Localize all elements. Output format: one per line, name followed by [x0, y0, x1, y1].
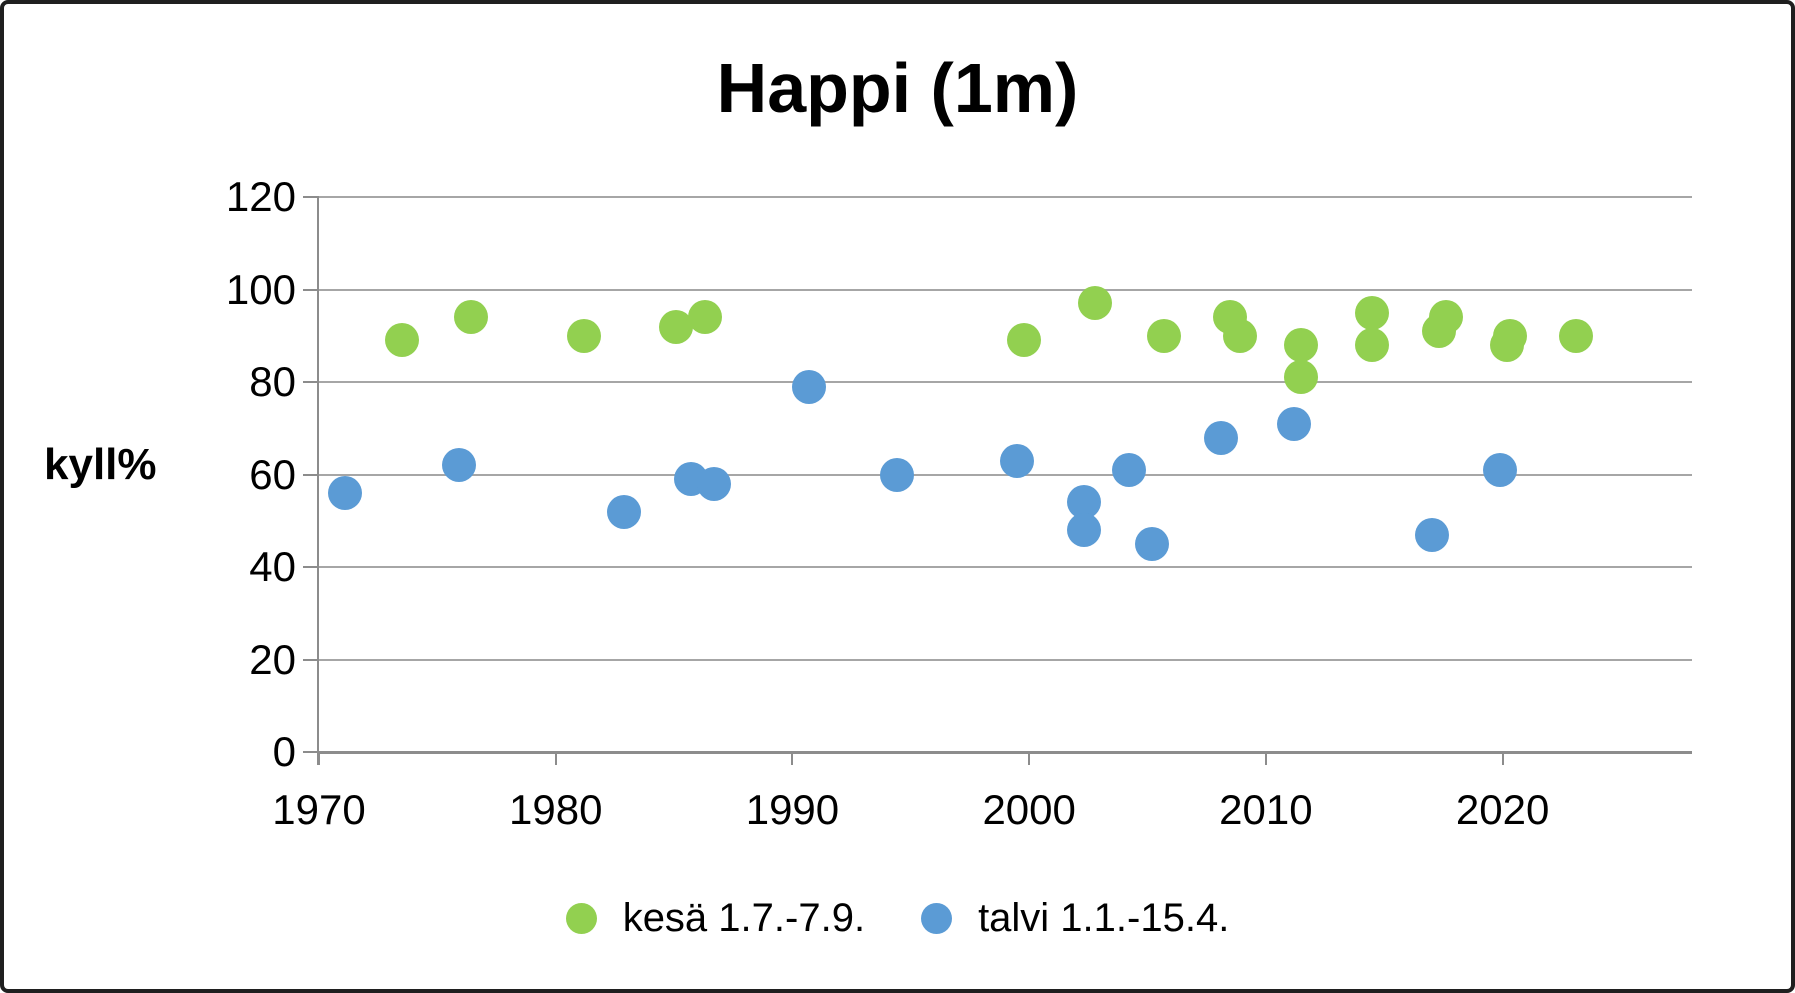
gridline	[319, 473, 1692, 476]
x-tick-label: 2020	[1455, 786, 1550, 833]
data-point-kesa	[1355, 295, 1390, 330]
data-point-kesa	[1222, 318, 1257, 353]
data-point-kesa	[1355, 328, 1390, 362]
legend-label: kesä 1.7.-7.9.	[622, 896, 866, 940]
data-point-talvi	[328, 476, 363, 510]
data-point-kesa	[1147, 318, 1182, 353]
x-axis-tick-mark	[1028, 752, 1031, 765]
data-point-kesa	[453, 300, 488, 335]
data-point-kesa	[1284, 360, 1319, 395]
data-point-talvi	[1203, 420, 1238, 455]
gridline	[319, 566, 1692, 568]
gridline	[319, 658, 1692, 661]
x-tick-label: 1990	[745, 786, 840, 833]
y-axis-tick-mark	[303, 751, 319, 753]
data-point-kesa	[687, 300, 722, 335]
y-axis-tick-mark	[303, 288, 319, 291]
x-tick-label: 2000	[982, 786, 1076, 833]
legend-item: talvi 1.1.-15.4.	[921, 896, 1229, 941]
data-point-talvi	[1483, 452, 1518, 487]
chart-title: Happi (1m)	[716, 49, 1079, 127]
x-axis-tick-mark	[318, 752, 320, 765]
data-point-kesa	[659, 309, 694, 344]
y-tick-label: 80	[249, 358, 296, 405]
x-tick-label: 2010	[1219, 786, 1313, 833]
y-tick-label: 100	[225, 265, 296, 313]
data-point-talvi	[1066, 513, 1101, 547]
y-tick-label: 20	[249, 635, 296, 683]
y-tick-label: 120	[225, 173, 296, 220]
gridline	[319, 381, 1692, 383]
y-axis-tick-mark	[303, 381, 319, 383]
data-point-talvi	[441, 448, 476, 483]
gridline	[319, 196, 1692, 198]
data-point-kesa	[567, 318, 602, 353]
data-point-kesa	[384, 323, 419, 358]
legend-marker-circle-icon	[565, 903, 597, 934]
data-point-talvi	[792, 369, 827, 404]
x-axis-tick-mark	[554, 752, 557, 765]
y-axis-tick-mark	[303, 566, 319, 568]
y-axis-tick-mark	[303, 196, 319, 198]
data-point-talvi	[697, 466, 732, 501]
data-point-kesa	[1559, 318, 1593, 353]
x-tick-label: 1970	[272, 786, 366, 833]
data-point-kesa	[1007, 323, 1042, 358]
y-tick-label: 40	[249, 543, 296, 590]
data-point-kesa	[1284, 328, 1319, 362]
data-point-kesa	[1492, 318, 1527, 353]
y-tick-label: 0	[272, 728, 296, 775]
legend-marker-circle-icon	[921, 903, 953, 934]
x-axis-tick-mark	[1501, 752, 1504, 765]
x-axis-tick-mark	[791, 752, 794, 765]
legend-label: talvi 1.1.-15.4.	[978, 896, 1230, 940]
data-point-kesa	[1078, 286, 1113, 321]
x-tick-label: 1980	[509, 786, 603, 833]
data-point-talvi	[1111, 452, 1146, 487]
y-axis-line	[317, 197, 319, 765]
legend-item: kesä 1.7.-7.9.	[565, 896, 866, 941]
legend: kesä 1.7.-7.9. talvi 1.1.-15.4.	[0, 896, 1795, 941]
data-point-talvi	[607, 494, 642, 529]
data-point-talvi	[1277, 406, 1312, 441]
y-axis-tick-mark	[303, 473, 319, 476]
y-tick-label: 60	[249, 450, 296, 498]
y-axis-title: kyll%	[44, 440, 157, 489]
y-axis-tick-mark	[303, 658, 319, 661]
x-axis-tick-mark	[1264, 752, 1267, 765]
data-point-talvi	[1135, 526, 1170, 561]
gridline	[319, 288, 1692, 291]
data-point-talvi	[879, 457, 914, 492]
data-point-talvi	[1000, 443, 1035, 478]
data-point-kesa	[1428, 300, 1463, 335]
x-axis-line	[319, 751, 1692, 754]
data-point-talvi	[1414, 517, 1449, 552]
